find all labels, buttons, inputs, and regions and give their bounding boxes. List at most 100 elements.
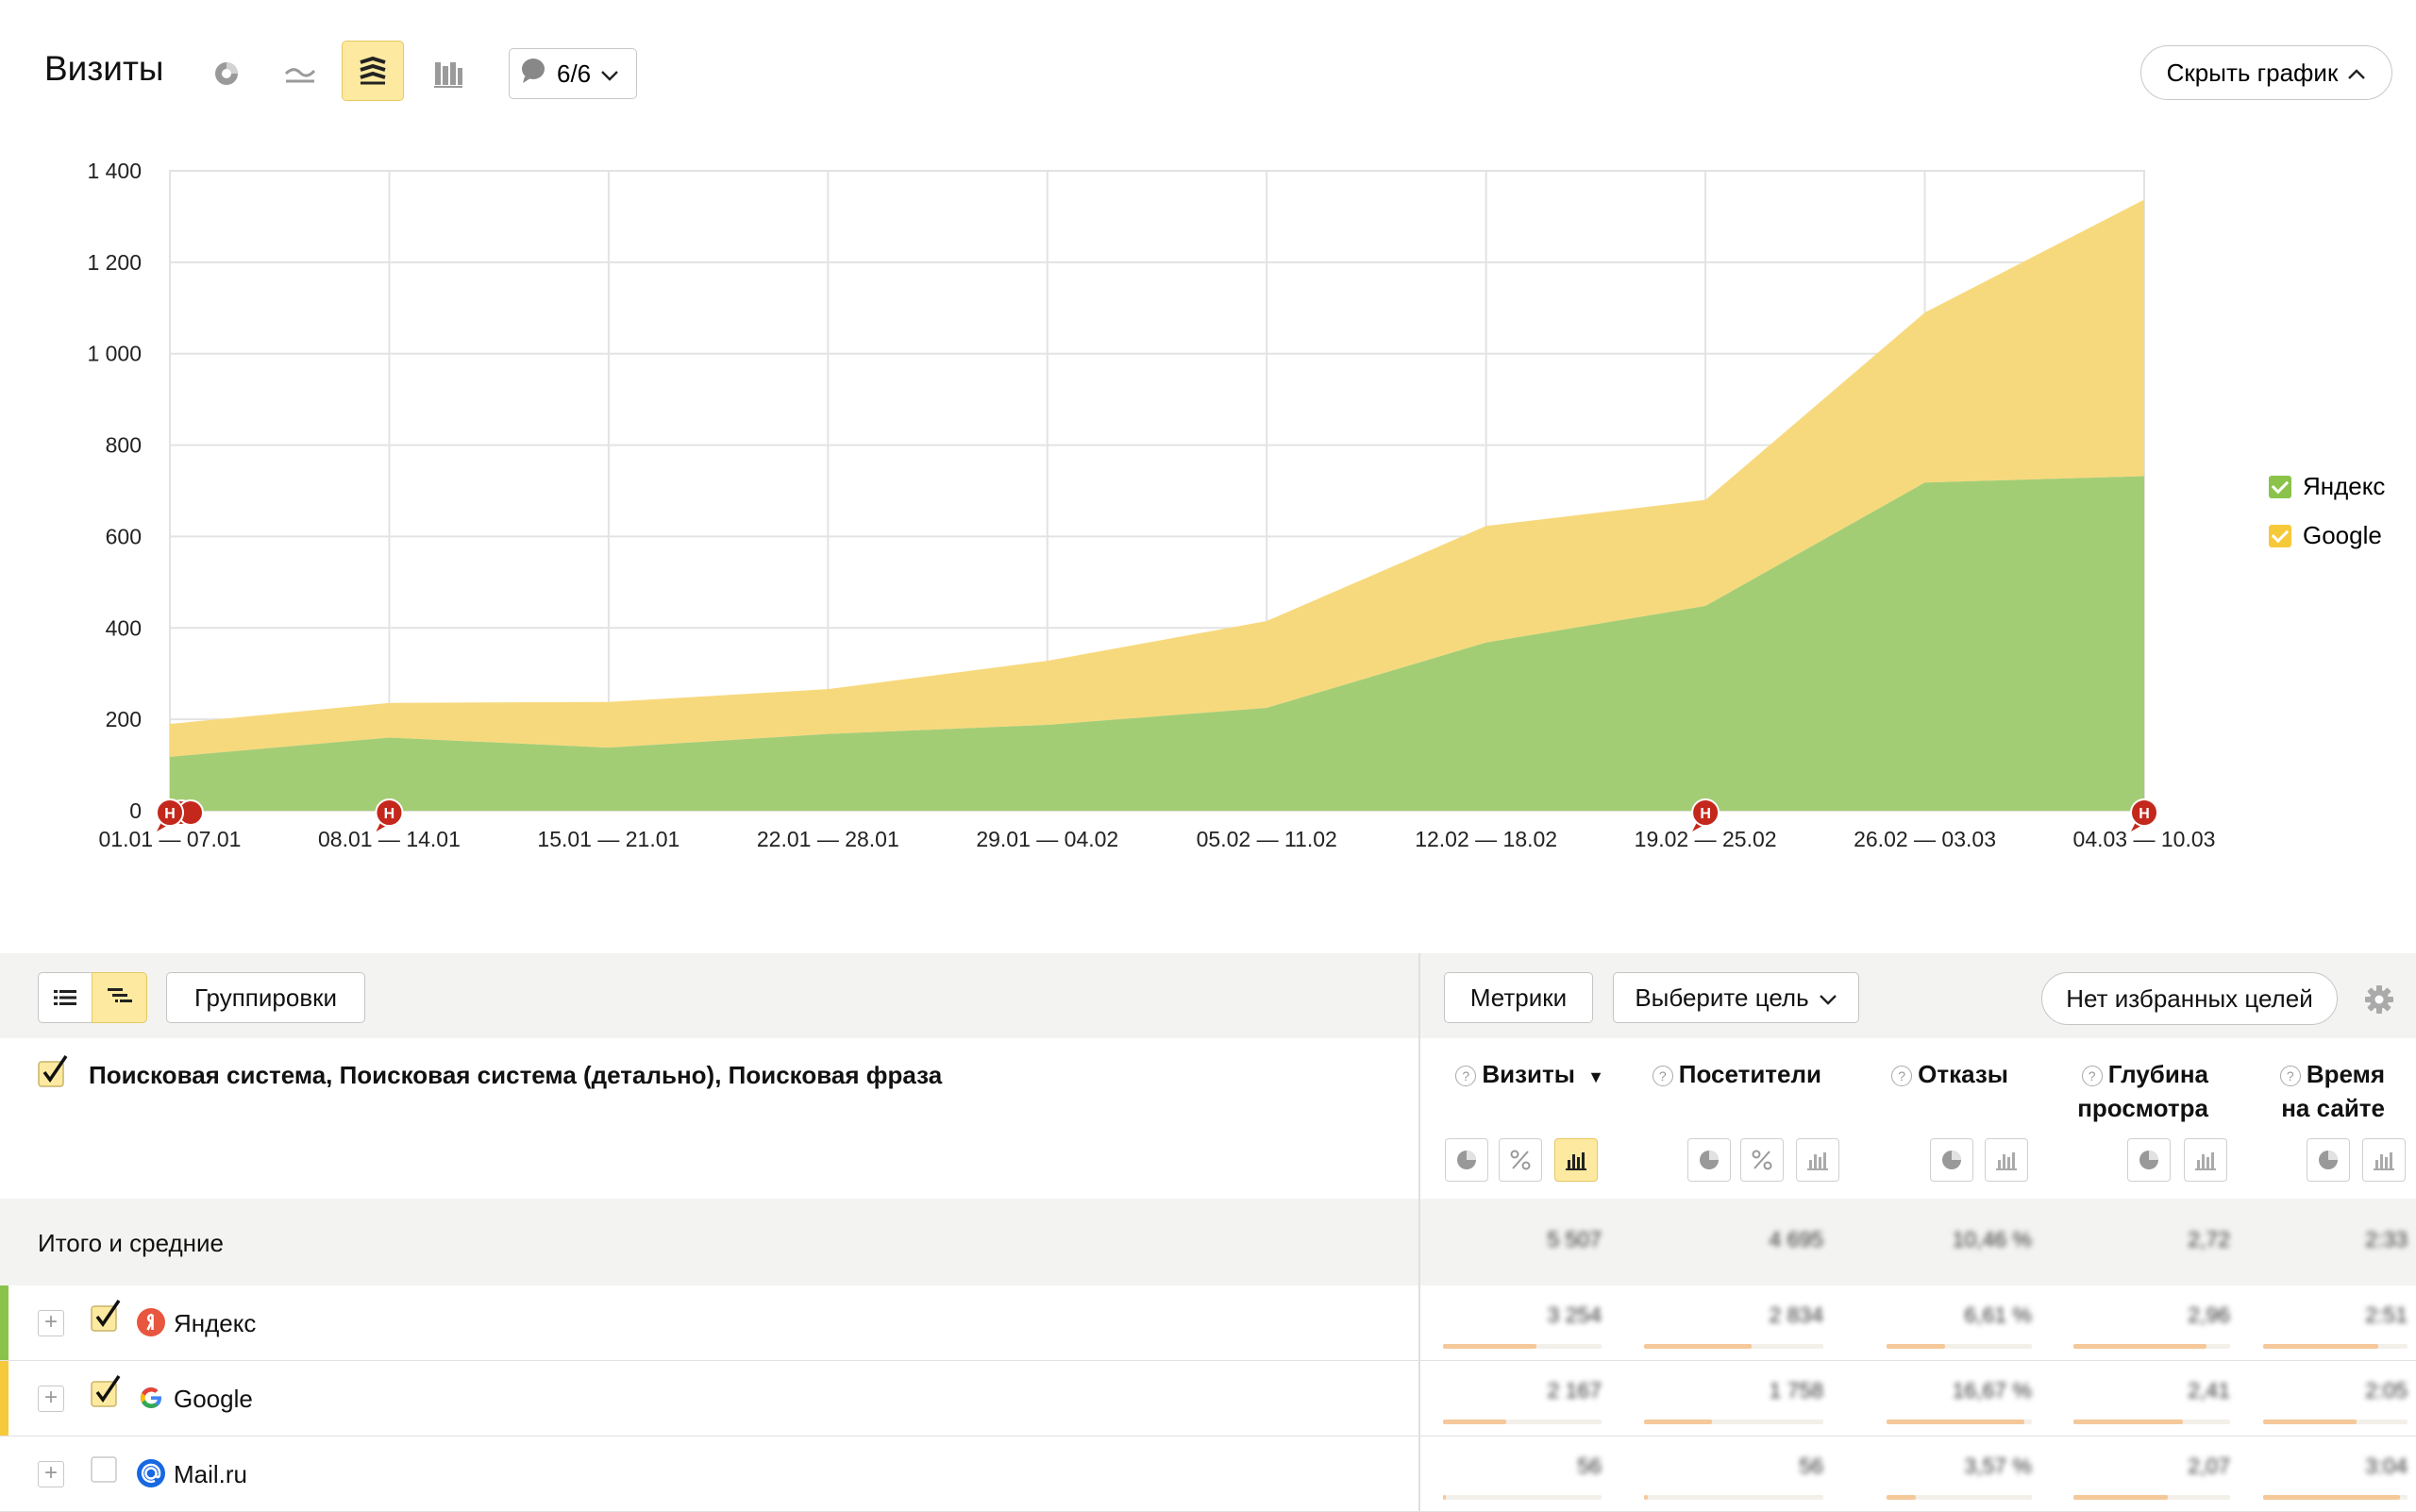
visits-area-chart: 0 200 400 600 800 1 000 1 200 1 400 01.01 — 07.…	[87, 159, 2216, 851]
table-row-mailru[interactable]	[0, 1436, 2416, 1511]
row-checkbox[interactable]	[91, 1450, 125, 1488]
pie-chart-icon[interactable]	[2307, 1138, 2350, 1182]
metrics-label: Метрики	[1469, 983, 1568, 1012]
pie-chart-icon[interactable]	[206, 53, 247, 94]
pie-chart-icon[interactable]	[1930, 1138, 1973, 1182]
y-tick-label: 1 200	[87, 250, 142, 275]
cell-value: 16,67 %	[1952, 1378, 2032, 1403]
percent-icon[interactable]	[1499, 1138, 1542, 1182]
share-bar	[1887, 1495, 1916, 1500]
x-tick-label: 15.01 — 21.01	[537, 827, 680, 851]
y-tick-label: 1 400	[87, 159, 142, 183]
cell-value: 6,61 %	[1964, 1302, 2032, 1327]
stacked-area-icon[interactable]	[342, 41, 404, 101]
share-bar-track	[1443, 1420, 1602, 1424]
checkbox-icon	[2269, 475, 2291, 498]
line-chart-icon[interactable]	[279, 53, 321, 94]
column-header-bounces[interactable]: ? Отказы	[1840, 1057, 2008, 1091]
cell-value: 2,07	[2188, 1453, 2230, 1478]
percent-icon[interactable]	[1740, 1138, 1784, 1182]
notes-dropdown[interactable]: 6/6	[509, 48, 637, 99]
annotation-marker[interactable]: Н	[2130, 798, 2158, 832]
groupings-label: Группировки	[193, 983, 338, 1012]
annotation-label: Н	[384, 806, 395, 822]
bar-chart-icon[interactable]	[2184, 1138, 2227, 1182]
column-header-visitors[interactable]: ? Посетители	[1623, 1057, 1821, 1091]
table-row-google[interactable]	[0, 1361, 2416, 1436]
share-bar	[2073, 1344, 2206, 1349]
table-toolbar	[0, 953, 2416, 1038]
help-icon[interactable]: ?	[1455, 1066, 1477, 1086]
chevron-down-icon	[1819, 983, 1837, 1013]
annotation-marker[interactable]: Н	[1691, 798, 1720, 832]
hide-chart-button[interactable]: Скрыть график	[2140, 45, 2392, 100]
annotation-marker[interactable]: Н	[375, 798, 404, 832]
cell-value: 1 758	[1769, 1378, 1823, 1403]
bar-chart-icon[interactable]	[2362, 1138, 2406, 1182]
share-bar	[1443, 1344, 1536, 1349]
expand-icon[interactable]: +	[38, 1310, 64, 1336]
legend-label: Яндекс	[2303, 472, 2386, 500]
share-bar	[2073, 1420, 2183, 1424]
row-checkbox-checked[interactable]	[91, 1374, 125, 1413]
tree-view-button[interactable]	[92, 972, 147, 1023]
table-row-yandex[interactable]	[0, 1285, 2416, 1360]
row-label[interactable]: Яндекс	[174, 1309, 257, 1337]
bar-chart-icon[interactable]	[1554, 1138, 1598, 1182]
column-title: Глубина	[2107, 1060, 2208, 1088]
help-icon[interactable]: ?	[1652, 1066, 1673, 1086]
dimensions-checkbox[interactable]	[38, 1054, 72, 1093]
yandex-logo-icon	[137, 1308, 165, 1336]
bar-chart-icon[interactable]	[428, 53, 469, 94]
goal-select[interactable]: Выберите цель	[1613, 972, 1859, 1023]
series-area-yandex[interactable]	[170, 476, 2144, 811]
bar-chart-icon[interactable]	[1985, 1138, 2028, 1182]
x-tick-label: 04.03 — 10.03	[2073, 827, 2216, 851]
legend-item-yandex[interactable]: Яндекс	[2269, 472, 2385, 501]
share-bar	[1443, 1495, 1446, 1500]
help-icon[interactable]: ?	[1891, 1066, 1913, 1086]
legend-label: Google	[2303, 521, 2382, 549]
chevron-down-icon	[600, 59, 619, 89]
y-tick-label: 1 000	[87, 342, 142, 366]
pie-chart-icon[interactable]	[1445, 1138, 1488, 1182]
column-title-line2: просмотра	[2077, 1094, 2208, 1122]
list-view-button[interactable]	[38, 972, 92, 1023]
bar-chart-icon[interactable]	[1796, 1138, 1839, 1182]
column-title: Время	[2306, 1060, 2385, 1088]
annotation-marker[interactable]: Н	[156, 798, 204, 832]
column-title-line2: на сайте	[2281, 1094, 2385, 1122]
series-area-google[interactable]	[170, 199, 2144, 757]
y-tick-label: 600	[106, 524, 142, 548]
gear-icon[interactable]	[2363, 983, 2395, 1020]
share-bar	[2263, 1344, 2378, 1349]
favorite-goals-label: Нет избранных целей	[2066, 983, 2313, 1013]
expand-icon[interactable]: +	[38, 1386, 64, 1412]
x-tick-label: 19.02 — 25.02	[1635, 827, 1777, 851]
pie-chart-icon[interactable]	[2127, 1138, 2171, 1182]
column-header-time[interactable]: ? Время на сайте	[2237, 1057, 2385, 1125]
pie-chart-icon[interactable]	[1687, 1138, 1731, 1182]
groupings-button[interactable]: Группировки	[166, 972, 365, 1023]
cell-value: 2 834	[1769, 1302, 1823, 1327]
help-icon[interactable]: ?	[2081, 1066, 2103, 1086]
row-label[interactable]: Mail.ru	[174, 1460, 248, 1488]
share-bar-track	[1887, 1495, 2032, 1500]
column-header-depth[interactable]: ? Глубина просмотра	[2029, 1057, 2208, 1125]
row-label[interactable]: Google	[174, 1385, 253, 1413]
comment-icon	[519, 57, 547, 92]
column-divider	[1418, 953, 1420, 1512]
column-header-visits[interactable]: ? Визиты ▼	[1453, 1057, 1604, 1094]
total-value: 10,46 %	[1952, 1227, 2032, 1252]
expand-icon[interactable]: +	[38, 1461, 64, 1487]
metrics-button[interactable]: Метрики	[1444, 972, 1593, 1023]
favorite-goals-button[interactable]: Нет избранных целей	[2041, 972, 2338, 1025]
totals-row-values	[1420, 1199, 2416, 1285]
cell-value: 3,57 %	[1964, 1453, 2032, 1478]
tree-icon	[107, 983, 132, 1013]
legend-item-google[interactable]: Google	[2269, 521, 2382, 550]
help-icon[interactable]: ?	[2279, 1066, 2301, 1086]
row-checkbox-checked[interactable]	[91, 1299, 125, 1337]
cell-value: 2:05	[2365, 1378, 2408, 1403]
sort-desc-icon[interactable]: ▼	[1587, 1067, 1604, 1086]
